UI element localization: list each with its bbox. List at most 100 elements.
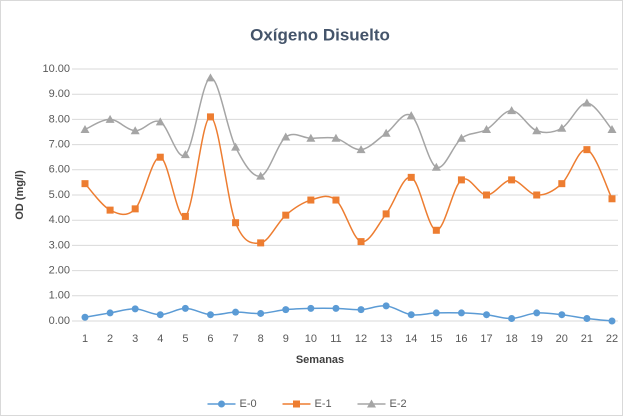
y-tick-label: 0.00 xyxy=(49,315,70,327)
marker xyxy=(457,176,465,184)
y-tick-label: 5.00 xyxy=(49,189,70,201)
marker xyxy=(231,142,241,151)
marker xyxy=(406,111,416,120)
series-line xyxy=(84,305,613,322)
marker xyxy=(156,311,164,319)
marker xyxy=(181,304,189,312)
marker xyxy=(206,311,214,319)
x-tick-label: 3 xyxy=(132,333,138,345)
legend-label: E-0 xyxy=(240,398,257,410)
marker xyxy=(106,206,114,214)
chart-title: Oxígeno Disuelto xyxy=(250,25,390,44)
marker xyxy=(457,309,465,317)
marker xyxy=(583,314,591,322)
x-tick-label: 17 xyxy=(480,333,492,345)
x-tick-label: 8 xyxy=(258,333,264,345)
x-tick-label: 10 xyxy=(305,333,317,345)
marker xyxy=(256,171,266,180)
y-tick-label: 9.00 xyxy=(49,88,70,100)
marker xyxy=(218,400,225,408)
marker xyxy=(432,226,440,234)
x-tick-label: 12 xyxy=(355,333,367,345)
marker xyxy=(257,239,265,247)
marker xyxy=(332,196,340,204)
y-tick-label: 4.00 xyxy=(49,214,70,226)
marker xyxy=(456,133,466,142)
x-tick-label: 19 xyxy=(531,333,543,345)
marker xyxy=(583,146,591,154)
marker xyxy=(307,196,315,204)
y-tick-label: 7.00 xyxy=(49,139,70,151)
marker xyxy=(307,304,315,312)
marker xyxy=(232,219,240,227)
x-tick-label: 16 xyxy=(455,333,467,345)
x-tick-label: 20 xyxy=(556,333,568,345)
marker xyxy=(205,73,215,82)
marker xyxy=(357,238,365,246)
marker xyxy=(293,400,300,408)
x-tick-label: 2 xyxy=(107,333,113,345)
legend-label: E-2 xyxy=(390,398,407,410)
marker xyxy=(431,162,441,171)
marker xyxy=(608,317,616,325)
marker xyxy=(507,106,517,115)
marker xyxy=(508,176,516,184)
x-tick-label: 6 xyxy=(207,333,213,345)
marker xyxy=(483,191,491,199)
x-axis-label: Semanas xyxy=(296,354,344,366)
x-tick-label: 11 xyxy=(330,333,341,345)
marker xyxy=(356,145,366,154)
marker xyxy=(81,313,89,321)
marker xyxy=(357,306,365,314)
marker xyxy=(382,210,390,218)
marker xyxy=(483,311,491,319)
marker xyxy=(181,212,189,220)
marker xyxy=(607,124,617,133)
y-tick-label: 8.00 xyxy=(49,113,70,125)
marker xyxy=(582,98,592,107)
marker xyxy=(608,195,616,203)
marker xyxy=(156,153,164,161)
x-tick-label: 5 xyxy=(182,333,188,345)
marker xyxy=(482,124,492,133)
y-tick-label: 3.00 xyxy=(49,239,70,251)
marker xyxy=(106,309,114,317)
marker xyxy=(558,311,566,319)
y-tick-label: 1.00 xyxy=(49,290,70,302)
marker xyxy=(282,306,290,314)
x-tick-label: 22 xyxy=(606,333,618,345)
marker xyxy=(407,173,415,181)
x-tick-label: 13 xyxy=(380,333,392,345)
marker xyxy=(105,114,115,123)
x-tick-label: 15 xyxy=(430,333,442,345)
marker xyxy=(155,117,165,126)
x-tick-label: 1 xyxy=(82,333,88,345)
marker xyxy=(306,133,316,142)
marker xyxy=(332,304,340,312)
marker xyxy=(180,150,190,159)
marker xyxy=(533,191,541,199)
marker xyxy=(432,309,440,317)
marker xyxy=(131,205,139,213)
y-axis-label: OD (mg/l) xyxy=(14,170,26,220)
marker xyxy=(407,311,415,319)
marker xyxy=(558,180,566,188)
x-tick-label: 9 xyxy=(283,333,289,345)
x-tick-label: 7 xyxy=(233,333,239,345)
marker xyxy=(381,128,391,137)
marker xyxy=(131,305,139,313)
marker xyxy=(282,211,290,219)
x-tick-label: 18 xyxy=(505,333,517,345)
marker xyxy=(257,309,265,317)
y-tick-label: 6.00 xyxy=(49,164,70,176)
marker xyxy=(331,133,341,142)
marker xyxy=(367,399,376,408)
marker xyxy=(532,126,542,135)
marker xyxy=(206,113,214,121)
marker xyxy=(281,132,291,141)
marker xyxy=(232,308,240,316)
marker xyxy=(508,314,516,322)
marker xyxy=(382,302,390,310)
x-tick-label: 14 xyxy=(405,333,417,345)
